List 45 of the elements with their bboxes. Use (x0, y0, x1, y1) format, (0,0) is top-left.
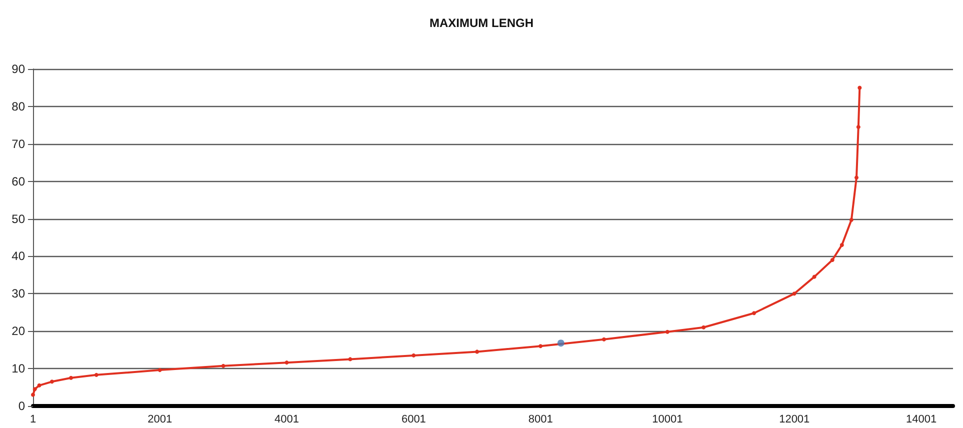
y-tick-label: 20 (12, 324, 26, 338)
point (849, 218, 854, 222)
chart-title: MAXIMUM LENGH (430, 16, 534, 30)
point (665, 330, 670, 334)
point (412, 353, 416, 358)
point (830, 258, 834, 262)
x-tick-label: 8001 (528, 414, 553, 426)
point (752, 311, 756, 316)
y-tick-label: 90 (12, 62, 26, 76)
point (221, 364, 226, 368)
x-tick-label: 1 (30, 414, 36, 426)
y-tick-label: 70 (12, 136, 26, 151)
point (94, 372, 98, 377)
y-tick-label: 10 (12, 362, 26, 376)
point (37, 383, 42, 388)
y-tick-label: 40 (12, 249, 26, 264)
point (31, 392, 35, 397)
point (475, 350, 480, 354)
point (602, 337, 606, 342)
point (50, 380, 54, 384)
point (284, 360, 289, 365)
x-tick-label: 12001 (779, 414, 810, 426)
point (792, 292, 796, 296)
x-tick-label: 10001 (652, 414, 683, 426)
x-tick-label: 14001 (906, 414, 937, 426)
point (557, 340, 564, 347)
y-tick-label: 60 (12, 174, 26, 188)
point (858, 86, 862, 90)
x-tick-label: 4001 (274, 414, 300, 426)
point (812, 274, 816, 279)
point (702, 325, 706, 330)
y-tick-label: 50 (12, 212, 26, 226)
point (538, 344, 543, 348)
point (840, 242, 844, 247)
point (32, 387, 37, 392)
y-tick-label: 80 (12, 99, 26, 114)
point (69, 376, 74, 380)
x-tick-label: 2001 (148, 414, 172, 426)
point (856, 125, 860, 130)
point (854, 176, 858, 180)
point (158, 368, 162, 372)
x-tick-label: 6001 (401, 414, 426, 426)
point (348, 357, 352, 362)
y-tick-label: 30 (12, 286, 26, 301)
y-tick-label: 0 (18, 399, 26, 413)
